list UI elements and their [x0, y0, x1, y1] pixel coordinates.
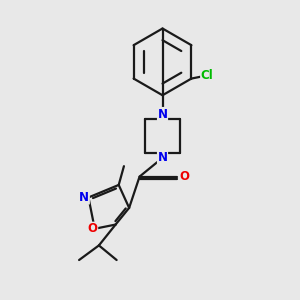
- Text: N: N: [158, 151, 167, 164]
- Text: Cl: Cl: [201, 69, 213, 82]
- Text: O: O: [88, 222, 98, 235]
- Text: N: N: [158, 107, 167, 121]
- Text: O: O: [179, 170, 189, 183]
- Text: N: N: [79, 191, 89, 204]
